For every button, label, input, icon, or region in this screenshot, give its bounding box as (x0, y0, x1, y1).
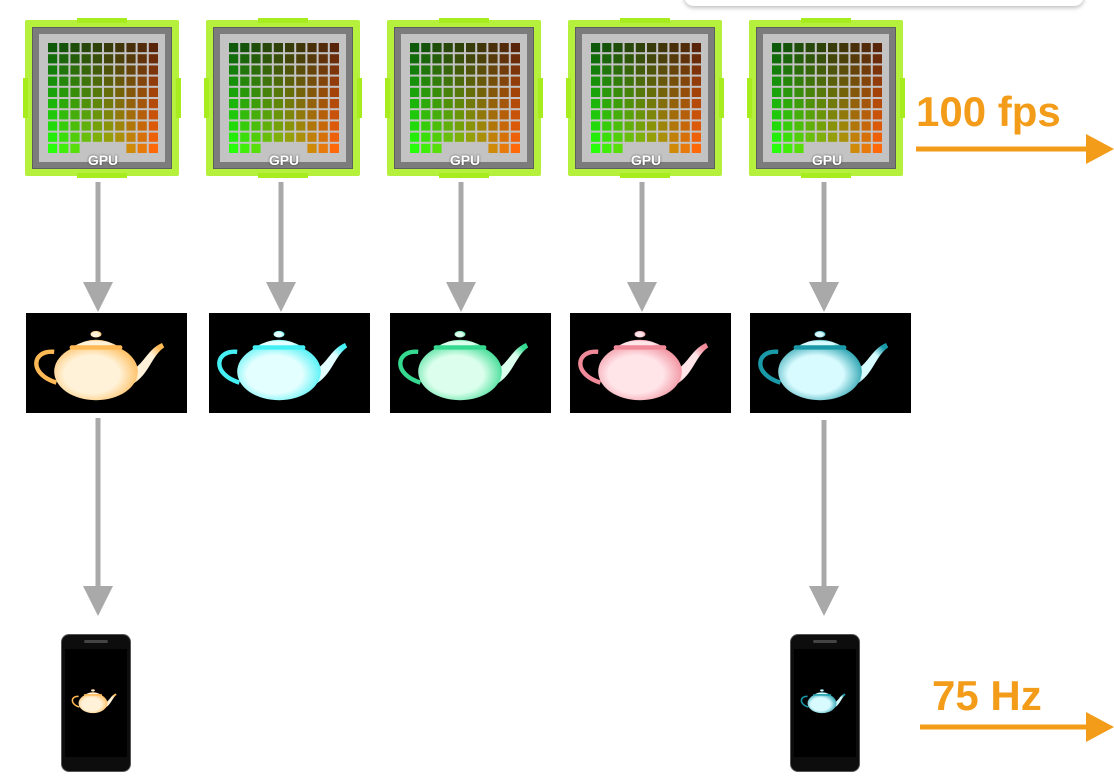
display-rate-label: 75 Hz (932, 672, 1042, 719)
gpu-label: GPU (449, 152, 481, 168)
gpu-core-grid (591, 43, 701, 153)
teapot (758, 330, 889, 401)
frame-to-display-arrow (83, 418, 113, 616)
teapot (71, 689, 117, 714)
rendered-frame (570, 313, 731, 413)
frame-to-display-arrow (809, 420, 839, 616)
gpu-core-grid (410, 43, 520, 153)
rendered-frame (26, 313, 187, 413)
gpu-chip: GPU (204, 18, 362, 178)
render-rate-arrow (916, 134, 1114, 164)
top-panel-edge (684, 0, 1084, 6)
rendered-frame (209, 313, 370, 413)
rendered-frame (750, 313, 911, 413)
phone-display (61, 634, 131, 772)
teapot (578, 330, 709, 401)
rendered-frame (390, 313, 551, 413)
teapot (800, 689, 846, 714)
gpu-core-grid (772, 43, 882, 153)
gpu-chip: GPU (566, 18, 724, 178)
render-rate-label: 100 fps (916, 88, 1061, 135)
gpu-label: GPU (630, 152, 662, 168)
gpu-label: GPU (811, 152, 843, 168)
gpu-label: GPU (87, 152, 119, 168)
gpu-chip: GPU (23, 18, 181, 178)
gpu-chip: GPU (385, 18, 543, 178)
teapot (34, 330, 165, 401)
gpu-to-frame-arrow (446, 182, 476, 312)
gpu-to-frame-arrow (809, 182, 839, 312)
gpu-to-frame-arrow (627, 182, 657, 312)
teapot (398, 330, 529, 401)
gpu-to-frame-arrow (266, 182, 296, 312)
gpu-core-grid (48, 43, 158, 153)
teapot (217, 330, 348, 401)
gpu-core-grid (229, 43, 339, 153)
phone-display (790, 634, 860, 772)
gpu-label: GPU (268, 152, 300, 168)
gpu-to-frame-arrow (83, 182, 113, 312)
gpu-chip: GPU (747, 18, 905, 178)
